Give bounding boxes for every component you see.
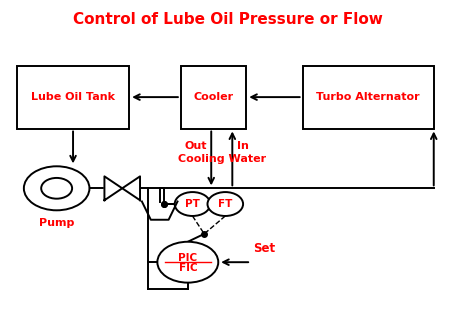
Text: Out: Out: [184, 141, 207, 151]
Text: PIC: PIC: [178, 253, 197, 263]
Text: Control of Lube Oil Pressure or Flow: Control of Lube Oil Pressure or Flow: [73, 12, 383, 27]
Bar: [302, 66, 434, 129]
Bar: [17, 66, 129, 129]
Text: FIC: FIC: [179, 262, 197, 273]
Bar: [181, 66, 246, 129]
Circle shape: [208, 192, 243, 216]
Text: Pump: Pump: [39, 218, 74, 228]
Text: Cooler: Cooler: [193, 92, 234, 102]
Text: In: In: [237, 141, 249, 151]
Text: Lube Oil Tank: Lube Oil Tank: [31, 92, 115, 102]
Text: FT: FT: [218, 199, 232, 209]
Polygon shape: [122, 176, 140, 200]
Text: Cooling Water: Cooling Water: [178, 154, 266, 164]
Polygon shape: [104, 176, 122, 200]
Text: Turbo Alternator: Turbo Alternator: [316, 92, 420, 102]
Circle shape: [175, 192, 210, 216]
Circle shape: [41, 178, 72, 199]
Text: Set: Set: [254, 242, 275, 255]
Circle shape: [24, 166, 90, 210]
Circle shape: [157, 242, 218, 283]
Text: PT: PT: [185, 199, 200, 209]
